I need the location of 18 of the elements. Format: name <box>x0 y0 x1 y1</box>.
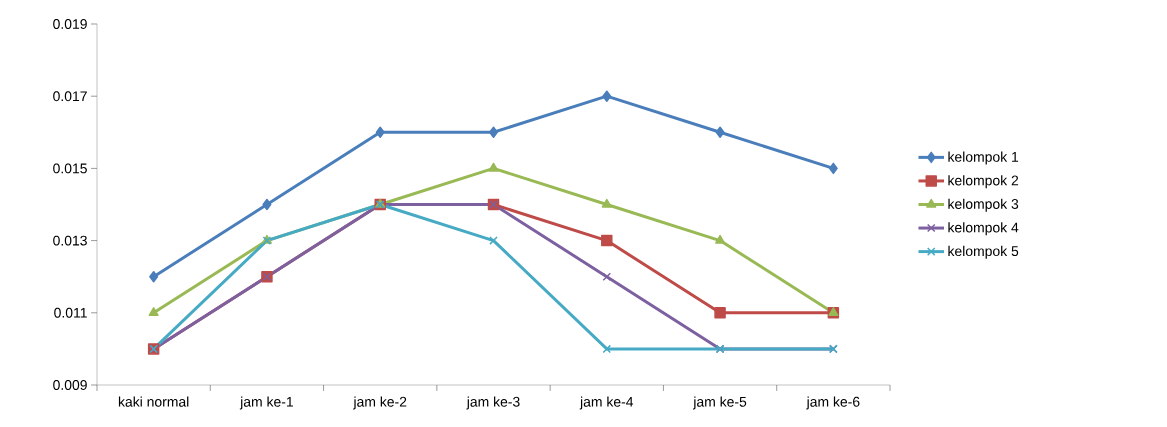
legend-label: kelompok 1 <box>948 151 1019 165</box>
x-tick-label: jam ke-1 <box>239 396 293 410</box>
legend-label: kelompok 3 <box>948 198 1019 212</box>
x-tick-label: jam ke-5 <box>692 396 747 410</box>
legend-label: kelompok 2 <box>948 175 1019 189</box>
y-tick-label: 0.015 <box>53 163 87 174</box>
y-tick-label: 0.013 <box>53 235 87 246</box>
y-tick-label: 0.017 <box>53 91 87 102</box>
x-tick-label: kaki normal <box>118 396 189 407</box>
legend-label: kelompok 4 <box>948 222 1019 236</box>
x-tick-label: jam ke-3 <box>466 396 520 410</box>
x-tick-label: jam ke-4 <box>579 396 634 410</box>
x-tick-label: jam ke-6 <box>806 396 860 410</box>
y-tick-label: 0.011 <box>54 307 87 318</box>
legend-label: kelompok 5 <box>948 245 1019 259</box>
y-tick-label: 0.019 <box>53 19 87 29</box>
y-tick-label: 0.009 <box>53 380 87 390</box>
x-tick-label: jam ke-2 <box>353 396 407 410</box>
